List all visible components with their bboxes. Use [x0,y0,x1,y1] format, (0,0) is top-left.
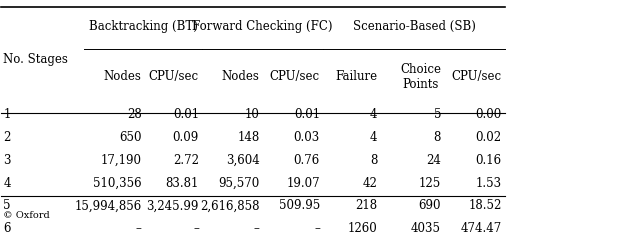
Text: 0.01: 0.01 [173,108,199,121]
Text: 0.00: 0.00 [476,108,502,121]
Text: 4035: 4035 [411,222,441,234]
Text: No. Stages: No. Stages [3,54,68,66]
Text: 1: 1 [3,108,11,121]
Text: 5: 5 [433,108,441,121]
Text: 510,356: 510,356 [93,177,141,190]
Text: CPU/sec: CPU/sec [149,70,199,83]
Text: 0.16: 0.16 [476,154,502,167]
Text: 24: 24 [426,154,441,167]
Text: 28: 28 [127,108,141,121]
Text: 650: 650 [119,131,141,144]
Text: 0.03: 0.03 [294,131,320,144]
Text: 509.95: 509.95 [279,199,320,212]
Text: Choice
Points: Choice Points [400,63,441,91]
Text: 690: 690 [419,199,441,212]
Text: 218: 218 [355,199,378,212]
Text: 19.07: 19.07 [286,177,320,190]
Text: 4: 4 [370,131,378,144]
Text: 4: 4 [3,177,11,190]
Text: 2: 2 [3,131,11,144]
Text: CPU/sec: CPU/sec [270,70,320,83]
Text: Scenario-Based (SB): Scenario-Based (SB) [353,20,476,33]
Text: 42: 42 [362,177,378,190]
Text: –: – [193,222,199,234]
Text: 83.81: 83.81 [166,177,199,190]
Text: 5: 5 [3,199,11,212]
Text: 3,604: 3,604 [226,154,259,167]
Text: CPU/sec: CPU/sec [451,70,502,83]
Text: –: – [253,222,259,234]
Text: 17,190: 17,190 [100,154,141,167]
Text: 2,616,858: 2,616,858 [200,199,259,212]
Text: 148: 148 [237,131,259,144]
Text: 474.47: 474.47 [460,222,502,234]
Text: Nodes: Nodes [104,70,141,83]
Text: Forward Checking (FC): Forward Checking (FC) [193,20,333,33]
Text: Failure: Failure [335,70,378,83]
Text: Nodes: Nodes [221,70,259,83]
Text: 18.52: 18.52 [468,199,502,212]
Text: –: – [136,222,141,234]
Text: 0.76: 0.76 [294,154,320,167]
Text: 125: 125 [419,177,441,190]
Text: © Oxford: © Oxford [3,211,50,220]
Text: 4: 4 [370,108,378,121]
Text: Backtracking (BT): Backtracking (BT) [89,20,198,33]
Text: 10: 10 [244,108,259,121]
Text: 0.09: 0.09 [173,131,199,144]
Text: 1.53: 1.53 [476,177,502,190]
Text: 3: 3 [3,154,11,167]
Text: –: – [314,222,320,234]
Text: 15,994,856: 15,994,856 [74,199,141,212]
Text: 8: 8 [434,131,441,144]
Text: 0.02: 0.02 [476,131,502,144]
Text: 8: 8 [370,154,378,167]
Text: 3,245.99: 3,245.99 [147,199,199,212]
Text: 1260: 1260 [348,222,378,234]
Text: 0.01: 0.01 [294,108,320,121]
Text: 2.72: 2.72 [173,154,199,167]
Text: 6: 6 [3,222,11,234]
Text: 95,570: 95,570 [218,177,259,190]
